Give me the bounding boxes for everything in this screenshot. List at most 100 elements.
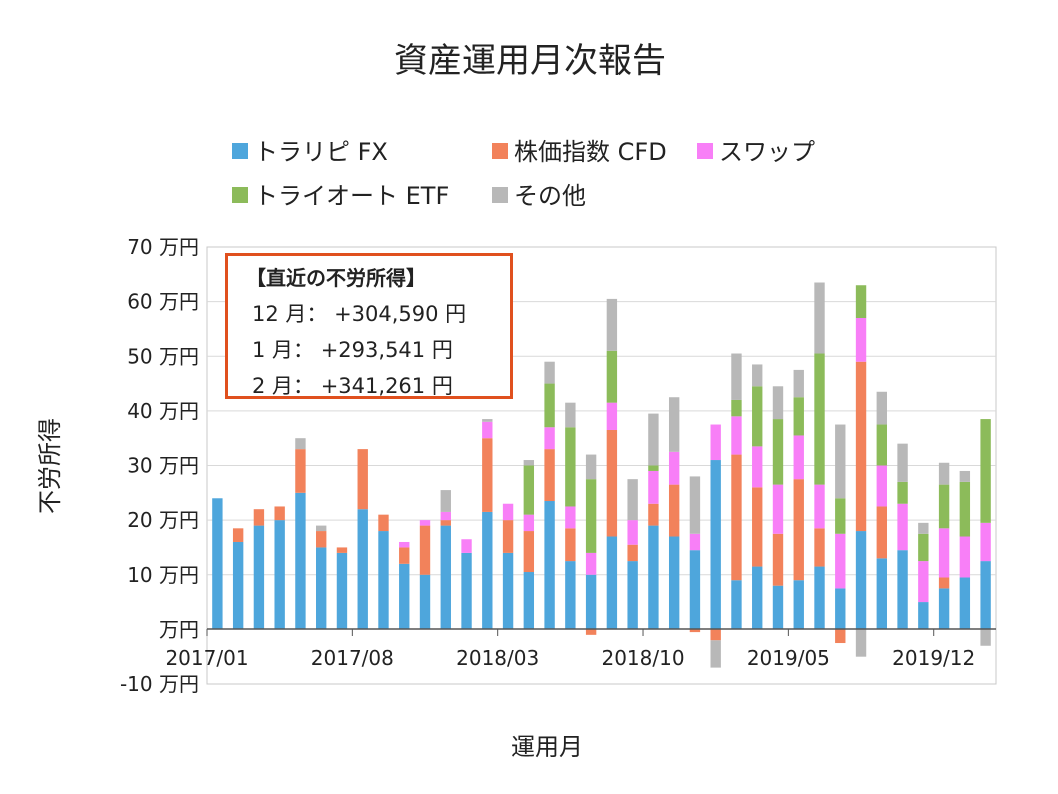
bar-segment-4-2019/05 [793, 369, 804, 398]
bar-segment-0-2019/08 [855, 531, 867, 630]
bar-segment-1-2017/02 [232, 528, 244, 542]
bar-segment-4-2019/08 [855, 629, 867, 657]
bar-segment-4-2018/10 [648, 413, 659, 466]
bar-segment-1-2019/09 [876, 506, 887, 559]
bar-segment-1-2017/06 [316, 531, 327, 548]
bar-segment-3-2019/03 [752, 386, 763, 447]
bar-segment-2-2019/04 [772, 484, 784, 534]
bar-segment-1-2018/07 [585, 629, 597, 635]
bar-segment-1-2018/11 [668, 484, 680, 537]
x-axis-ticks: 2017/01 2017/08 2018/03 2018/10 2019/05 2019/… [165, 629, 975, 670]
bar-segment-0-2018/02 [482, 511, 493, 630]
bar-segment-3-2018/10 [648, 465, 659, 471]
bar-segment-2-2018/10 [648, 470, 659, 504]
y-tick-label: 10 万円 [127, 563, 199, 587]
bar-segment-1-2018/09 [627, 544, 638, 562]
bar-segment-0-2020/01 [959, 577, 971, 630]
bar-segment-1-2018/05 [544, 449, 555, 502]
bar-segment-0-2019/02 [731, 580, 742, 630]
bar-segment-0-2019/10 [897, 550, 908, 630]
bar-segment-2-2018/12 [689, 533, 701, 551]
legend-label: トライオート ETF [254, 182, 449, 210]
bar-segment-4-2020/02 [980, 629, 991, 646]
bar-segment-4-2019/11 [918, 522, 929, 534]
bar-segment-1-2019/12 [938, 577, 950, 589]
bar-segment-0-2017/03 [253, 525, 265, 630]
bar-segment-0-2017/05 [295, 492, 306, 630]
bar-segment-3-2019/06 [814, 353, 825, 485]
y-tick-label: 30 万円 [127, 454, 199, 478]
x-axis-title: 運用月 [511, 733, 583, 761]
chart-title: 資産運用月次報告 [394, 41, 666, 81]
bar-segment-1-2019/05 [793, 479, 804, 581]
bar-segment-1-2019/01 [710, 629, 721, 641]
bar-segment-3-2019/04 [772, 419, 784, 485]
y-tick-label: 万円 [159, 617, 199, 641]
y-tick-label: 60 万円 [127, 290, 199, 314]
bar-segment-2-2019/09 [876, 465, 887, 507]
bar-segment-0-2019/03 [752, 566, 763, 630]
bar-segment-0-2018/11 [668, 536, 680, 630]
bar-segment-1-2018/04 [523, 531, 535, 573]
bar-segment-0-2019/11 [918, 602, 929, 630]
bar-segment-4-2019/10 [897, 443, 908, 482]
bar-segment-3-2019/11 [918, 533, 929, 562]
legend-label: スワップ [719, 138, 815, 166]
bar-segment-2-2019/07 [835, 533, 846, 589]
recent-income-january: 1 月： +293,541 円 [252, 338, 453, 362]
legend-swatch [492, 143, 508, 159]
bar-segment-3-2019/05 [793, 397, 804, 436]
bar-segment-4-2019/04 [772, 386, 784, 420]
bar-segment-1-2017/05 [295, 449, 306, 493]
legend-label: 株価指数 CFD [514, 138, 667, 166]
y-axis-title: 不労所得 [36, 418, 64, 514]
bar-segment-0-2019/04 [772, 585, 784, 630]
bar-segment-0-2018/08 [606, 536, 618, 630]
bar-segment-4-2018/09 [627, 479, 638, 521]
bar-segment-2-2017/10 [399, 541, 410, 548]
bar-segment-2-2018/09 [627, 520, 638, 545]
x-tick-label: 2018/10 [601, 646, 684, 670]
recent-income-title: 【直近の不労所得】 [246, 266, 426, 290]
bar-segment-3-2018/04 [523, 465, 535, 515]
bar-segment-4-2019/07 [835, 424, 846, 499]
bar-segment-2-2020/02 [980, 522, 991, 562]
bar-segment-3-2018/07 [585, 479, 597, 553]
bar-segment-4-2019/01 [710, 640, 721, 668]
x-tick-label: 2018/03 [456, 646, 539, 670]
bar-segment-1-2019/03 [752, 487, 763, 567]
recent-income-february: 2 月： +341,261 円 [252, 374, 453, 398]
bar-segment-1-2017/11 [419, 525, 431, 575]
bar-segment-1-2018/03 [502, 520, 514, 553]
bar-segment-4-2017/12 [440, 490, 451, 512]
bar-segment-1-2017/04 [274, 506, 285, 521]
y-tick-label: -10 万円 [120, 672, 199, 696]
legend-label: その他 [514, 182, 586, 210]
legend-swatch [232, 187, 248, 203]
bar-segment-4-2018/07 [585, 454, 597, 480]
x-tick-label: 2017/01 [165, 646, 248, 670]
bar-segment-4-2019/06 [814, 282, 825, 354]
bar-segment-1-2018/10 [648, 503, 659, 526]
recent-income-box: 【直近の不労所得】 12 月： +304,590 円 1 月： +293,541… [225, 253, 513, 399]
legend-swatch [232, 143, 248, 159]
legend-label: トラリピ FX [254, 138, 388, 166]
bar-segment-2-2019/11 [918, 561, 929, 603]
y-tick-label: 40 万円 [127, 399, 199, 423]
legend-swatch [697, 143, 713, 159]
bar-segment-0-2019/06 [814, 566, 825, 630]
bar-segment-0-2019/01 [710, 460, 721, 630]
y-tick-label: 70 万円 [127, 235, 199, 259]
bar-segment-2-2018/03 [502, 503, 514, 521]
bar-segment-2-2019/06 [814, 484, 825, 529]
bar-segment-0-2017/10 [399, 563, 410, 630]
bar-segment-0-2017/11 [419, 574, 431, 630]
bar-segment-0-2018/06 [565, 561, 576, 630]
bar-segment-4-2018/04 [523, 460, 535, 466]
bar-segment-2-2019/02 [731, 416, 742, 455]
bar-segment-3-2018/06 [565, 427, 576, 507]
bar-segment-0-2017/02 [232, 541, 244, 630]
